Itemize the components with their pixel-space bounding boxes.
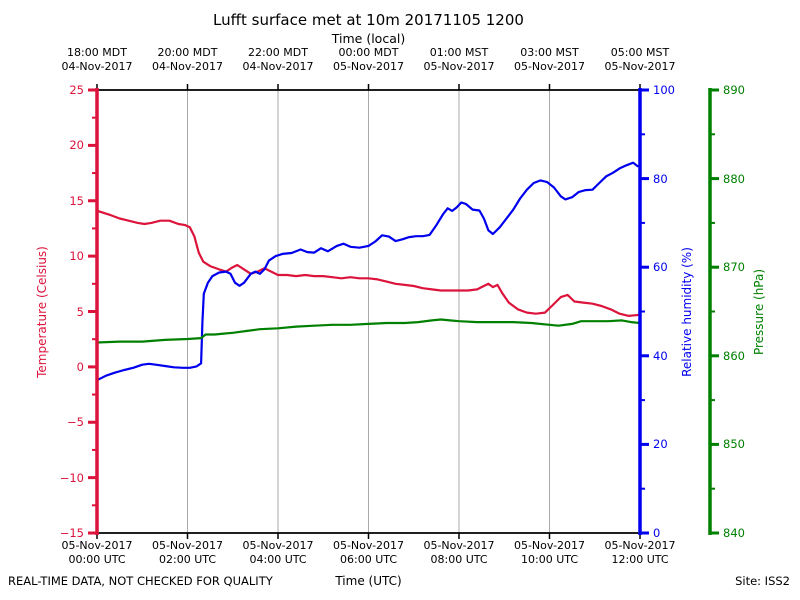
top-tick-label: 03:00 MST 05-Nov-2017 (513, 46, 586, 73)
top-tick-label: 00:00 MDT 05-Nov-2017 (332, 46, 405, 73)
y-tick-label: 890 (723, 83, 745, 97)
temperature-axis-label: Temperature (Celsius) (35, 245, 49, 378)
y-tick-label: 0 (653, 526, 661, 540)
site-label: Site: ISS2 (735, 574, 790, 588)
y-tick-label: 60 (653, 260, 668, 275)
y-tick-label: 880 (723, 171, 745, 186)
y-tick-label: −5 (67, 415, 84, 430)
y-tick-label: 860 (723, 348, 745, 363)
realtime-disclaimer: REAL-TIME DATA, NOT CHECKED FOR QUALITY (8, 574, 273, 588)
bottom-tick-label: 05-Nov-2017 04:00 UTC (242, 539, 314, 566)
top-tick-label: 22:00 MDT 04-Nov-2017 (242, 46, 314, 73)
y-tick-label: 20 (69, 138, 84, 153)
pressure-axis-label: Pressure (hPa) (752, 268, 766, 355)
y-tick-label: 100 (653, 83, 675, 97)
chart-title: Lufft surface met at 10m 20171105 1200 (213, 11, 524, 29)
top-axis-title: Time (local) (331, 31, 406, 46)
bottom-tick-label: 05-Nov-2017 06:00 UTC (332, 539, 405, 566)
humidity-axis-label: Relative humidity (%) (680, 246, 694, 377)
top-tick-label: 05:00 MST 05-Nov-2017 (604, 46, 676, 73)
y-tick-label: 870 (723, 260, 745, 275)
y-tick-label: 15 (69, 193, 84, 208)
y-tick-label: 80 (653, 171, 668, 186)
y-tick-label: 5 (76, 304, 84, 319)
y-tick-label: 0 (76, 359, 84, 374)
relative_humidity-line (95, 161, 642, 382)
bottom-tick-label: 05-Nov-2017 02:00 UTC (151, 539, 224, 566)
temperature-line (95, 209, 642, 317)
bottom-tick-label: 05-Nov-2017 08:00 UTC (423, 539, 495, 566)
pressure-line (95, 318, 642, 344)
bottom-tick-label: 05-Nov-2017 00:00 UTC (61, 539, 133, 566)
top-tick-label: 18:00 MDT 04-Nov-2017 (61, 46, 133, 73)
top-tick-label: 20:00 MDT 04-Nov-2017 (151, 46, 224, 73)
y-tick-label: 10 (69, 249, 84, 264)
bottom-tick-label: 05-Nov-2017 10:00 UTC (513, 539, 586, 566)
y-tick-label: −10 (59, 470, 84, 485)
y-tick-label: 850 (723, 437, 745, 452)
bottom-axis-title: Time (UTC) (335, 574, 402, 588)
y-tick-label: 20 (653, 437, 668, 452)
bottom-tick-label: 05-Nov-2017 12:00 UTC (604, 539, 676, 566)
y-tick-label: 40 (653, 348, 668, 363)
y-tick-label: −15 (59, 526, 84, 540)
top-tick-label: 01:00 MST 05-Nov-2017 (423, 46, 495, 73)
y-tick-label: 840 (723, 526, 745, 540)
y-tick-label: 25 (69, 83, 84, 97)
